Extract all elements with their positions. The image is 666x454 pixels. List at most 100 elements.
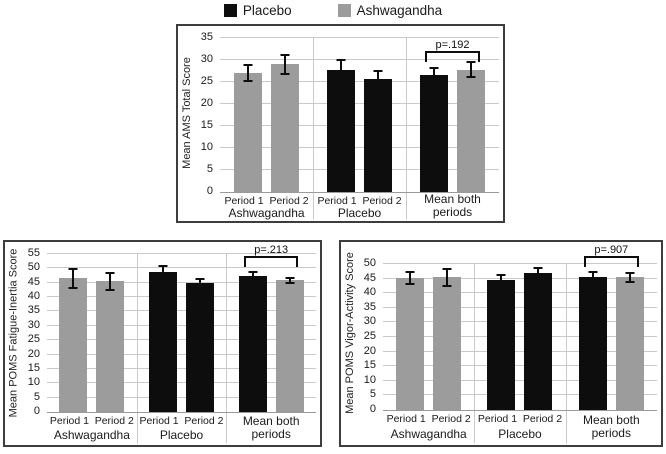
error-cap-top: [158, 264, 168, 267]
y-axis-tick: 20: [363, 344, 376, 357]
error-cap-bottom: [405, 283, 415, 286]
error-cap-top: [280, 54, 290, 57]
error-cap-top: [248, 270, 258, 273]
gridline: [47, 253, 316, 254]
y-axis-tick: 10: [363, 373, 376, 386]
period-labels: Period 1 Period 2: [383, 413, 474, 425]
y-axis-tick: 10: [27, 376, 40, 389]
bar-group-0: [383, 264, 474, 410]
y-axis-tick: 15: [363, 359, 376, 372]
gridline: [383, 321, 657, 323]
gridline: [47, 353, 316, 355]
bars-row: p=.907: [383, 244, 657, 410]
group-label-text: Placebo: [498, 426, 542, 441]
error-cap-top: [405, 270, 415, 273]
gridline: [47, 267, 316, 269]
gridline: [47, 310, 316, 312]
bar-group-2: p=.192: [406, 38, 499, 192]
error-bar: [466, 61, 476, 79]
bars-row: p=.213: [47, 244, 316, 412]
bar-ashwagandha: [59, 267, 88, 412]
bar-ashwagandha: [234, 64, 262, 192]
chart-area: 0 5 10 15 20 25 30 35 p=.192 Period 1 Period 2 Ash…: [201, 32, 499, 220]
gridline: [220, 81, 499, 82]
gridline: [383, 365, 657, 367]
error-cap-top: [533, 266, 543, 269]
gridline: [47, 396, 316, 398]
period-label: Period 1: [224, 195, 264, 207]
x-label-cell-0: Period 1 Period 2 Ashwagandha: [47, 413, 137, 443]
bar-placebo: [186, 277, 214, 412]
error-cap-top: [625, 272, 635, 275]
y-axis-tick: 30: [27, 318, 40, 331]
error-cap-top: [496, 274, 506, 277]
legend-label-ashwagandha: Ashwagandha: [356, 2, 443, 18]
error-cap-bottom: [588, 281, 598, 284]
period-labels: Period 1 Period 2: [47, 415, 137, 427]
legend-label-placebo: Placebo: [242, 2, 292, 18]
error-bar: [158, 264, 168, 280]
error-bar: [248, 270, 258, 282]
gridline: [220, 125, 499, 126]
group-label: Mean both periods: [406, 193, 499, 219]
gridline: [383, 263, 657, 264]
error-cap-bottom: [280, 72, 290, 75]
group-label-text: Mean both periods: [242, 414, 300, 441]
group-label: Placebo: [474, 425, 565, 443]
group-label: Ashwagandha: [383, 425, 474, 443]
y-axis-tick: 45: [27, 275, 40, 288]
bar-placebo: [487, 274, 516, 410]
gridline: [47, 296, 316, 298]
bar-ashwagandha: [433, 267, 462, 410]
gridline: [383, 306, 657, 308]
period-label: Period 2: [362, 195, 402, 207]
period-label: Period 1: [477, 413, 518, 425]
group-label: Ashwagandha: [220, 207, 313, 220]
group-label-text: Placebo: [337, 206, 382, 220]
bar-ashwagandha: [275, 276, 304, 412]
error-cap-top: [466, 61, 476, 64]
group-label: Ashwagandha: [47, 427, 137, 443]
y-axis-tick: 35: [200, 31, 213, 43]
bar-placebo: [238, 270, 267, 412]
bar-ashwagandha: [396, 270, 425, 410]
x-label-cell-1: Period 1 Period 2 Placebo: [313, 193, 406, 219]
period-label: Period 2: [269, 195, 309, 207]
bars-row: p=.192: [220, 38, 499, 192]
bar-group-2: p=.907: [566, 244, 657, 410]
period-label: Period 1: [139, 415, 179, 427]
bar-ashwagandha: [271, 54, 299, 192]
chart-area: 0 5 10 15 20 25 30 35 40 45 50 p=.907 Period 1 Perio…: [364, 244, 657, 443]
significance-bracket: [244, 255, 299, 267]
bar-ashwagandha: [96, 271, 125, 412]
error-bar: [429, 67, 439, 84]
error-cap-bottom: [336, 78, 346, 81]
chart-panel-poms-vigor: Mean POMS Vigor-Activity Score 0 5 10 15 20 2…: [339, 240, 663, 447]
error-cap-bottom: [429, 81, 439, 84]
legend: Placebo Ashwagandha: [0, 0, 666, 20]
x-label-cell-2: Mean both periods: [566, 411, 657, 443]
group-label-text: Mean both periods: [582, 413, 640, 440]
group-label: Mean both periods: [566, 411, 657, 443]
gridline: [383, 394, 657, 396]
error-cap-bottom: [442, 284, 452, 287]
y-axis-tick: 35: [27, 304, 40, 317]
error-cap-bottom: [248, 279, 258, 282]
y-axis-tick: 25: [27, 333, 40, 346]
period-labels: Period 1 Period 2: [220, 195, 313, 207]
error-bar: [405, 270, 415, 286]
period-label: Period 1: [317, 195, 357, 207]
error-cap-top: [195, 277, 205, 280]
group-label: Mean both periods: [226, 413, 316, 443]
error-cap-bottom: [105, 288, 115, 291]
error-bar: [68, 267, 78, 289]
x-label-cell-2: Mean both periods: [226, 413, 316, 443]
gridline: [47, 382, 316, 384]
gridline: [47, 281, 316, 283]
error-cap-bottom: [158, 277, 168, 280]
error-cap-bottom: [195, 286, 205, 289]
gridline: [220, 103, 499, 104]
significance-bracket: [583, 255, 639, 267]
gridline: [383, 336, 657, 337]
y-axis-title: Mean POMS Vigor-Activity Score: [343, 251, 356, 414]
